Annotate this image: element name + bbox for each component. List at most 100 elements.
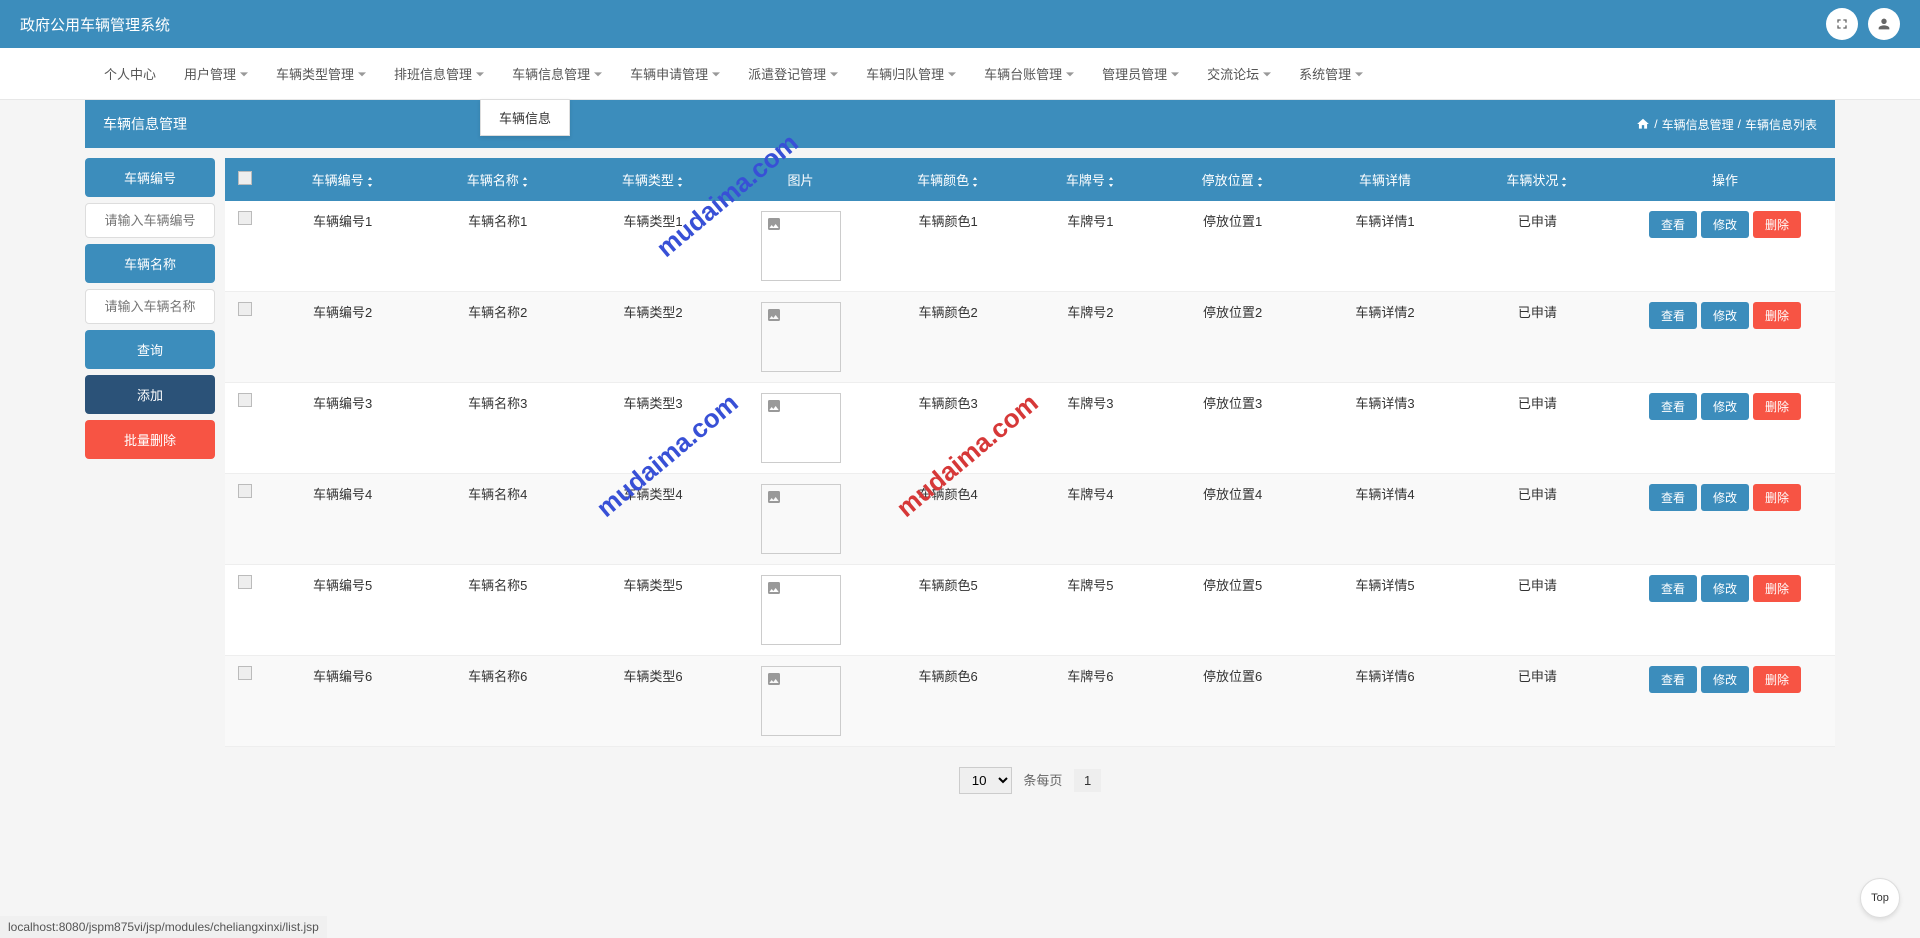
- view-button[interactable]: 查看: [1649, 484, 1697, 511]
- column-header[interactable]: 车辆名称: [420, 158, 575, 201]
- nav-item[interactable]: 车辆信息管理: [498, 48, 616, 99]
- table-row: 车辆编号6车辆名称6车辆类型6车辆颜色6车牌号6停放位置6车辆详情6已申请查看修…: [225, 656, 1835, 747]
- nav-item[interactable]: 交流论坛: [1193, 48, 1285, 99]
- edit-button[interactable]: 修改: [1701, 666, 1749, 693]
- table-row: 车辆编号3车辆名称3车辆类型3车辆颜色3车牌号3停放位置3车辆详情3已申请查看修…: [225, 383, 1835, 474]
- filter-code-label[interactable]: 车辆编号: [85, 158, 215, 197]
- cell-color: 车辆颜色3: [871, 383, 1026, 474]
- user-icon[interactable]: [1868, 8, 1900, 40]
- header-actions: [1826, 8, 1900, 40]
- nav-dropdown-item[interactable]: 车辆信息: [480, 99, 570, 136]
- filter-name-input[interactable]: [85, 289, 215, 324]
- status-bar-url: localhost:8080/jspm875vi/jsp/modules/che…: [0, 916, 327, 938]
- cell-detail: 车辆详情5: [1310, 565, 1460, 656]
- row-checkbox[interactable]: [238, 393, 252, 407]
- cell-plate: 车牌号5: [1026, 565, 1155, 656]
- cell-code: 车辆编号4: [265, 474, 420, 565]
- nav-item[interactable]: 车辆申请管理: [616, 48, 734, 99]
- column-header[interactable]: 车辆详情: [1310, 158, 1460, 201]
- image-placeholder: [761, 575, 841, 645]
- edit-button[interactable]: 修改: [1701, 575, 1749, 602]
- table-row: 车辆编号5车辆名称5车辆类型5车辆颜色5车牌号5停放位置5车辆详情5已申请查看修…: [225, 565, 1835, 656]
- cell-type: 车辆类型4: [575, 474, 730, 565]
- filter-name-label[interactable]: 车辆名称: [85, 244, 215, 283]
- bulk-delete-button[interactable]: 批量删除: [85, 420, 215, 459]
- image-placeholder: [761, 484, 841, 554]
- cell-name: 车辆名称6: [420, 656, 575, 747]
- column-header[interactable]: 车辆编号: [265, 158, 420, 201]
- nav-item[interactable]: 派遣登记管理: [734, 48, 852, 99]
- row-checkbox[interactable]: [238, 211, 252, 225]
- cell-plate: 车牌号6: [1026, 656, 1155, 747]
- table-row: 车辆编号4车辆名称4车辆类型4车辆颜色4车牌号4停放位置4车辆详情4已申请查看修…: [225, 474, 1835, 565]
- view-button[interactable]: 查看: [1649, 211, 1697, 238]
- nav-item[interactable]: 用户管理: [170, 48, 262, 99]
- view-button[interactable]: 查看: [1649, 302, 1697, 329]
- edit-button[interactable]: 修改: [1701, 211, 1749, 238]
- cell-type: 车辆类型3: [575, 383, 730, 474]
- query-button[interactable]: 查询: [85, 330, 215, 369]
- row-checkbox[interactable]: [238, 575, 252, 589]
- cell-type: 车辆类型6: [575, 656, 730, 747]
- delete-button[interactable]: 删除: [1753, 575, 1801, 602]
- row-checkbox[interactable]: [238, 484, 252, 498]
- breadcrumb-item[interactable]: 车辆信息管理: [1662, 116, 1734, 133]
- cell-type: 车辆类型2: [575, 292, 730, 383]
- delete-button[interactable]: 删除: [1753, 211, 1801, 238]
- column-header[interactable]: 图片: [731, 158, 871, 201]
- column-header[interactable]: 车辆颜色: [871, 158, 1026, 201]
- data-table: 车辆编号车辆名称车辆类型图片车辆颜色车牌号停放位置车辆详情车辆状况操作 车辆编号…: [225, 158, 1835, 747]
- column-header[interactable]: 停放位置: [1155, 158, 1310, 201]
- table-row: 车辆编号2车辆名称2车辆类型2车辆颜色2车牌号2停放位置2车辆详情2已申请查看修…: [225, 292, 1835, 383]
- nav-item[interactable]: 个人中心: [90, 48, 170, 99]
- page-size-label: 条每页: [1023, 773, 1062, 788]
- filter-code-input[interactable]: [85, 203, 215, 238]
- delete-button[interactable]: 删除: [1753, 393, 1801, 420]
- cell-type: 车辆类型5: [575, 565, 730, 656]
- cell-color: 车辆颜色4: [871, 474, 1026, 565]
- content: 车辆编号 车辆名称 查询 添加 批量删除 车辆编号车辆名称车辆类型图片车辆颜色车…: [85, 158, 1835, 814]
- select-all-checkbox[interactable]: [238, 171, 252, 185]
- nav-item[interactable]: 车辆台账管理: [970, 48, 1088, 99]
- view-button[interactable]: 查看: [1649, 393, 1697, 420]
- cell-location: 停放位置4: [1155, 474, 1310, 565]
- nav-item[interactable]: 系统管理: [1285, 48, 1377, 99]
- edit-button[interactable]: 修改: [1701, 393, 1749, 420]
- add-button[interactable]: 添加: [85, 375, 215, 414]
- view-button[interactable]: 查看: [1649, 666, 1697, 693]
- cell-name: 车辆名称5: [420, 565, 575, 656]
- cell-detail: 车辆详情6: [1310, 656, 1460, 747]
- row-checkbox[interactable]: [238, 666, 252, 680]
- cell-detail: 车辆详情2: [1310, 292, 1460, 383]
- back-to-top-button[interactable]: Top: [1860, 878, 1900, 918]
- nav-item[interactable]: 管理员管理: [1088, 48, 1193, 99]
- home-icon: [1636, 117, 1650, 131]
- edit-button[interactable]: 修改: [1701, 484, 1749, 511]
- table-row: 车辆编号1车辆名称1车辆类型1车辆颜色1车牌号1停放位置1车辆详情1已申请查看修…: [225, 201, 1835, 292]
- view-button[interactable]: 查看: [1649, 575, 1697, 602]
- image-placeholder: [761, 302, 841, 372]
- current-page[interactable]: 1: [1074, 769, 1101, 792]
- nav-item[interactable]: 车辆类型管理: [262, 48, 380, 99]
- page-header: 车辆信息管理 / 车辆信息管理 / 车辆信息列表: [85, 100, 1835, 148]
- delete-button[interactable]: 删除: [1753, 302, 1801, 329]
- cell-color: 车辆颜色6: [871, 656, 1026, 747]
- cell-location: 停放位置1: [1155, 201, 1310, 292]
- breadcrumb-item[interactable]: 车辆信息列表: [1745, 116, 1817, 133]
- edit-button[interactable]: 修改: [1701, 302, 1749, 329]
- column-header[interactable]: 车辆类型: [575, 158, 730, 201]
- column-header[interactable]: 操作: [1615, 158, 1835, 201]
- cell-color: 车辆颜色2: [871, 292, 1026, 383]
- delete-button[interactable]: 删除: [1753, 484, 1801, 511]
- cell-code: 车辆编号3: [265, 383, 420, 474]
- column-header[interactable]: 车牌号: [1026, 158, 1155, 201]
- image-placeholder: [761, 211, 841, 281]
- delete-button[interactable]: 删除: [1753, 666, 1801, 693]
- cell-name: 车辆名称2: [420, 292, 575, 383]
- row-checkbox[interactable]: [238, 302, 252, 316]
- page-size-select[interactable]: 10: [959, 767, 1012, 794]
- column-header[interactable]: 车辆状况: [1460, 158, 1615, 201]
- fullscreen-icon[interactable]: [1826, 8, 1858, 40]
- nav-item[interactable]: 车辆归队管理: [852, 48, 970, 99]
- nav-item[interactable]: 排班信息管理: [380, 48, 498, 99]
